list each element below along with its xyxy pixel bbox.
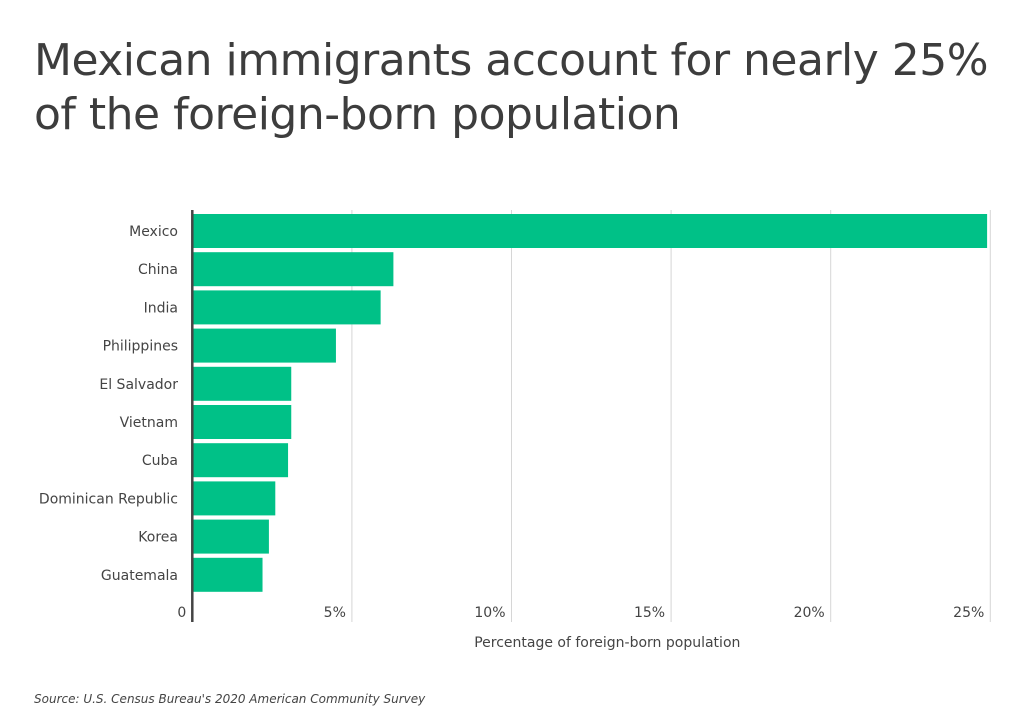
x-tick-label: 5%: [324, 605, 346, 621]
category-label: Vietnam: [120, 415, 178, 431]
category-label: Philippines: [103, 339, 178, 355]
x-tick-label: 25%: [953, 605, 984, 621]
category-label: Mexico: [129, 224, 178, 240]
bar: [192, 405, 292, 439]
x-tick-label: 0: [177, 605, 186, 621]
category-label: China: [138, 262, 178, 278]
x-tick-label: 15%: [634, 605, 665, 621]
source-note: Source: U.S. Census Bureau's 2020 Americ…: [34, 692, 426, 706]
bar: [192, 519, 269, 554]
bar: [192, 481, 276, 516]
category-label: Dominican Republic: [39, 491, 178, 507]
bar: [192, 328, 336, 363]
category-label: Guatemala: [101, 568, 178, 584]
x-axis-label: Percentage of foreign-born population: [474, 635, 740, 651]
bar: [192, 252, 394, 287]
bar: [192, 214, 988, 248]
x-tick-label: 10%: [474, 605, 505, 621]
bar: [192, 290, 381, 325]
category-label: Cuba: [142, 453, 178, 469]
category-label: Korea: [138, 530, 178, 546]
x-tick-label: 20%: [794, 605, 825, 621]
bar: [192, 557, 263, 592]
chart-title: Mexican immigrants account for nearly 25…: [34, 35, 989, 140]
bar: [192, 443, 289, 478]
bar: [192, 366, 292, 401]
category-label: India: [144, 300, 178, 316]
category-label: El Salvador: [99, 377, 178, 393]
